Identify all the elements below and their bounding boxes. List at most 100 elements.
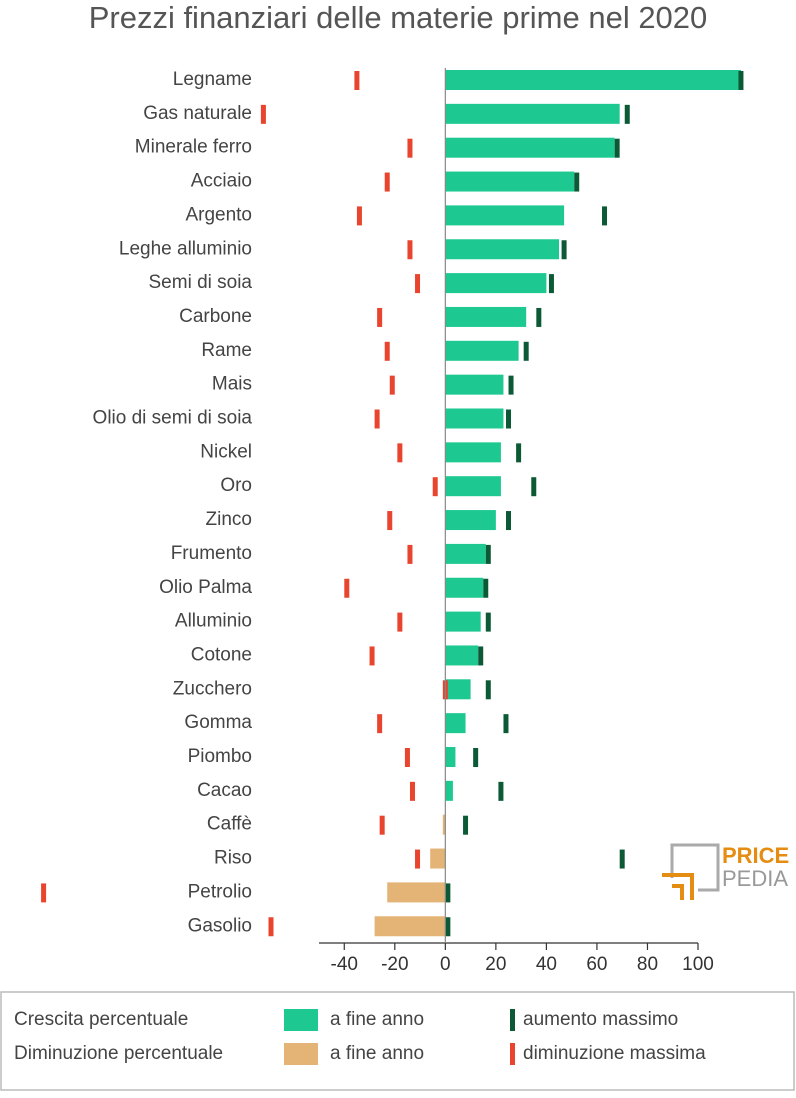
marker	[397, 443, 403, 463]
marker	[268, 917, 274, 937]
x-tick-label: 80	[637, 954, 658, 975]
marker	[445, 883, 451, 903]
y-tick-label: Olio Palma	[159, 577, 252, 598]
marker	[738, 71, 744, 90]
marker	[508, 375, 514, 395]
bar	[374, 916, 446, 937]
y-tick-label: Rame	[201, 340, 252, 361]
marker	[41, 883, 47, 903]
y-tick-label: Semi di soia	[149, 272, 253, 293]
y-tick-label: Riso	[214, 848, 252, 869]
chart-title: Prezzi finanziari delle materie prime ne…	[89, 0, 708, 35]
bar	[445, 340, 519, 361]
y-tick-label: Legname	[173, 69, 252, 90]
logo-text: PEDIA	[722, 866, 788, 891]
marker	[485, 544, 491, 564]
legend-box	[0, 991, 795, 1091]
marker	[485, 612, 491, 632]
marker	[445, 917, 451, 937]
x-tick-label: 0	[440, 954, 451, 975]
bar	[445, 239, 560, 260]
marker	[397, 612, 403, 632]
legend-label: Crescita percentuale	[14, 1009, 188, 1030]
bar	[445, 273, 547, 294]
marker	[354, 71, 360, 90]
marker	[498, 781, 504, 801]
bar	[445, 442, 501, 463]
logo-icon	[662, 873, 694, 900]
marker	[523, 341, 529, 361]
bar	[445, 645, 479, 666]
marker	[473, 748, 479, 767]
marker	[506, 511, 511, 531]
marker	[356, 206, 362, 226]
bar	[445, 476, 501, 497]
legend-swatch	[510, 1009, 515, 1031]
marker	[389, 375, 395, 395]
marker	[379, 815, 385, 835]
marker	[407, 544, 413, 564]
y-tick-label: Olio di semi di soia	[93, 408, 253, 429]
marker	[561, 240, 567, 260]
bar	[445, 679, 471, 700]
x-tick-label: 100	[682, 954, 714, 975]
bar	[442, 814, 446, 835]
marker	[344, 578, 350, 598]
marker	[548, 274, 554, 294]
legend-swatch	[284, 1009, 318, 1031]
y-tick-label: Carbone	[179, 306, 252, 327]
x-tick-label: 20	[485, 954, 506, 975]
marker	[407, 138, 413, 158]
y-tick-label: Gas naturale	[143, 103, 252, 124]
bar	[430, 848, 446, 869]
logo-text: PRICE	[722, 843, 789, 868]
marker	[503, 714, 509, 734]
legend-entry: diminuzione massima	[523, 1043, 706, 1064]
legend-label: Diminuzione percentuale	[14, 1043, 223, 1064]
marker	[260, 104, 266, 124]
marker	[415, 849, 421, 869]
marker	[619, 849, 625, 869]
bar	[445, 70, 741, 90]
marker	[404, 748, 410, 767]
marker	[432, 477, 438, 497]
bar	[445, 543, 486, 564]
legend-entry: a fine anno	[330, 1009, 424, 1030]
y-tick-label: Frumento	[171, 543, 252, 564]
marker	[485, 680, 491, 700]
y-tick-label: Alluminio	[175, 611, 252, 632]
legend-swatch	[284, 1043, 318, 1065]
y-tick-label: Leghe alluminio	[119, 238, 252, 259]
legend-swatch	[510, 1043, 515, 1065]
y-tick-label: Argento	[185, 204, 252, 225]
y-tick-label: Minerale ferro	[135, 137, 252, 158]
marker	[531, 477, 537, 497]
bar	[445, 713, 466, 734]
bar	[445, 171, 575, 192]
y-tick-label: Piombo	[188, 746, 252, 767]
marker	[516, 443, 522, 463]
marker	[384, 172, 390, 192]
marker	[377, 714, 383, 734]
x-tick-label: 60	[586, 954, 607, 975]
legend-entry: a fine anno	[330, 1043, 424, 1064]
y-tick-label: Gasolio	[188, 915, 252, 936]
marker	[624, 104, 630, 124]
marker	[506, 409, 511, 429]
marker	[415, 274, 421, 294]
y-tick-label: Acciaio	[191, 171, 252, 192]
marker	[463, 815, 469, 835]
bar	[445, 374, 504, 395]
y-tick-label: Mais	[212, 374, 252, 395]
y-tick-label: Zucchero	[173, 678, 252, 699]
marker	[377, 307, 383, 327]
marker	[614, 138, 620, 158]
logo: PRICE PEDIA	[662, 843, 789, 900]
marker	[602, 206, 608, 226]
marker	[574, 172, 580, 192]
marker	[409, 781, 415, 801]
bar	[445, 306, 527, 327]
y-tick-label: Petrolio	[188, 881, 252, 902]
y-tick-label: Cacao	[197, 780, 252, 801]
